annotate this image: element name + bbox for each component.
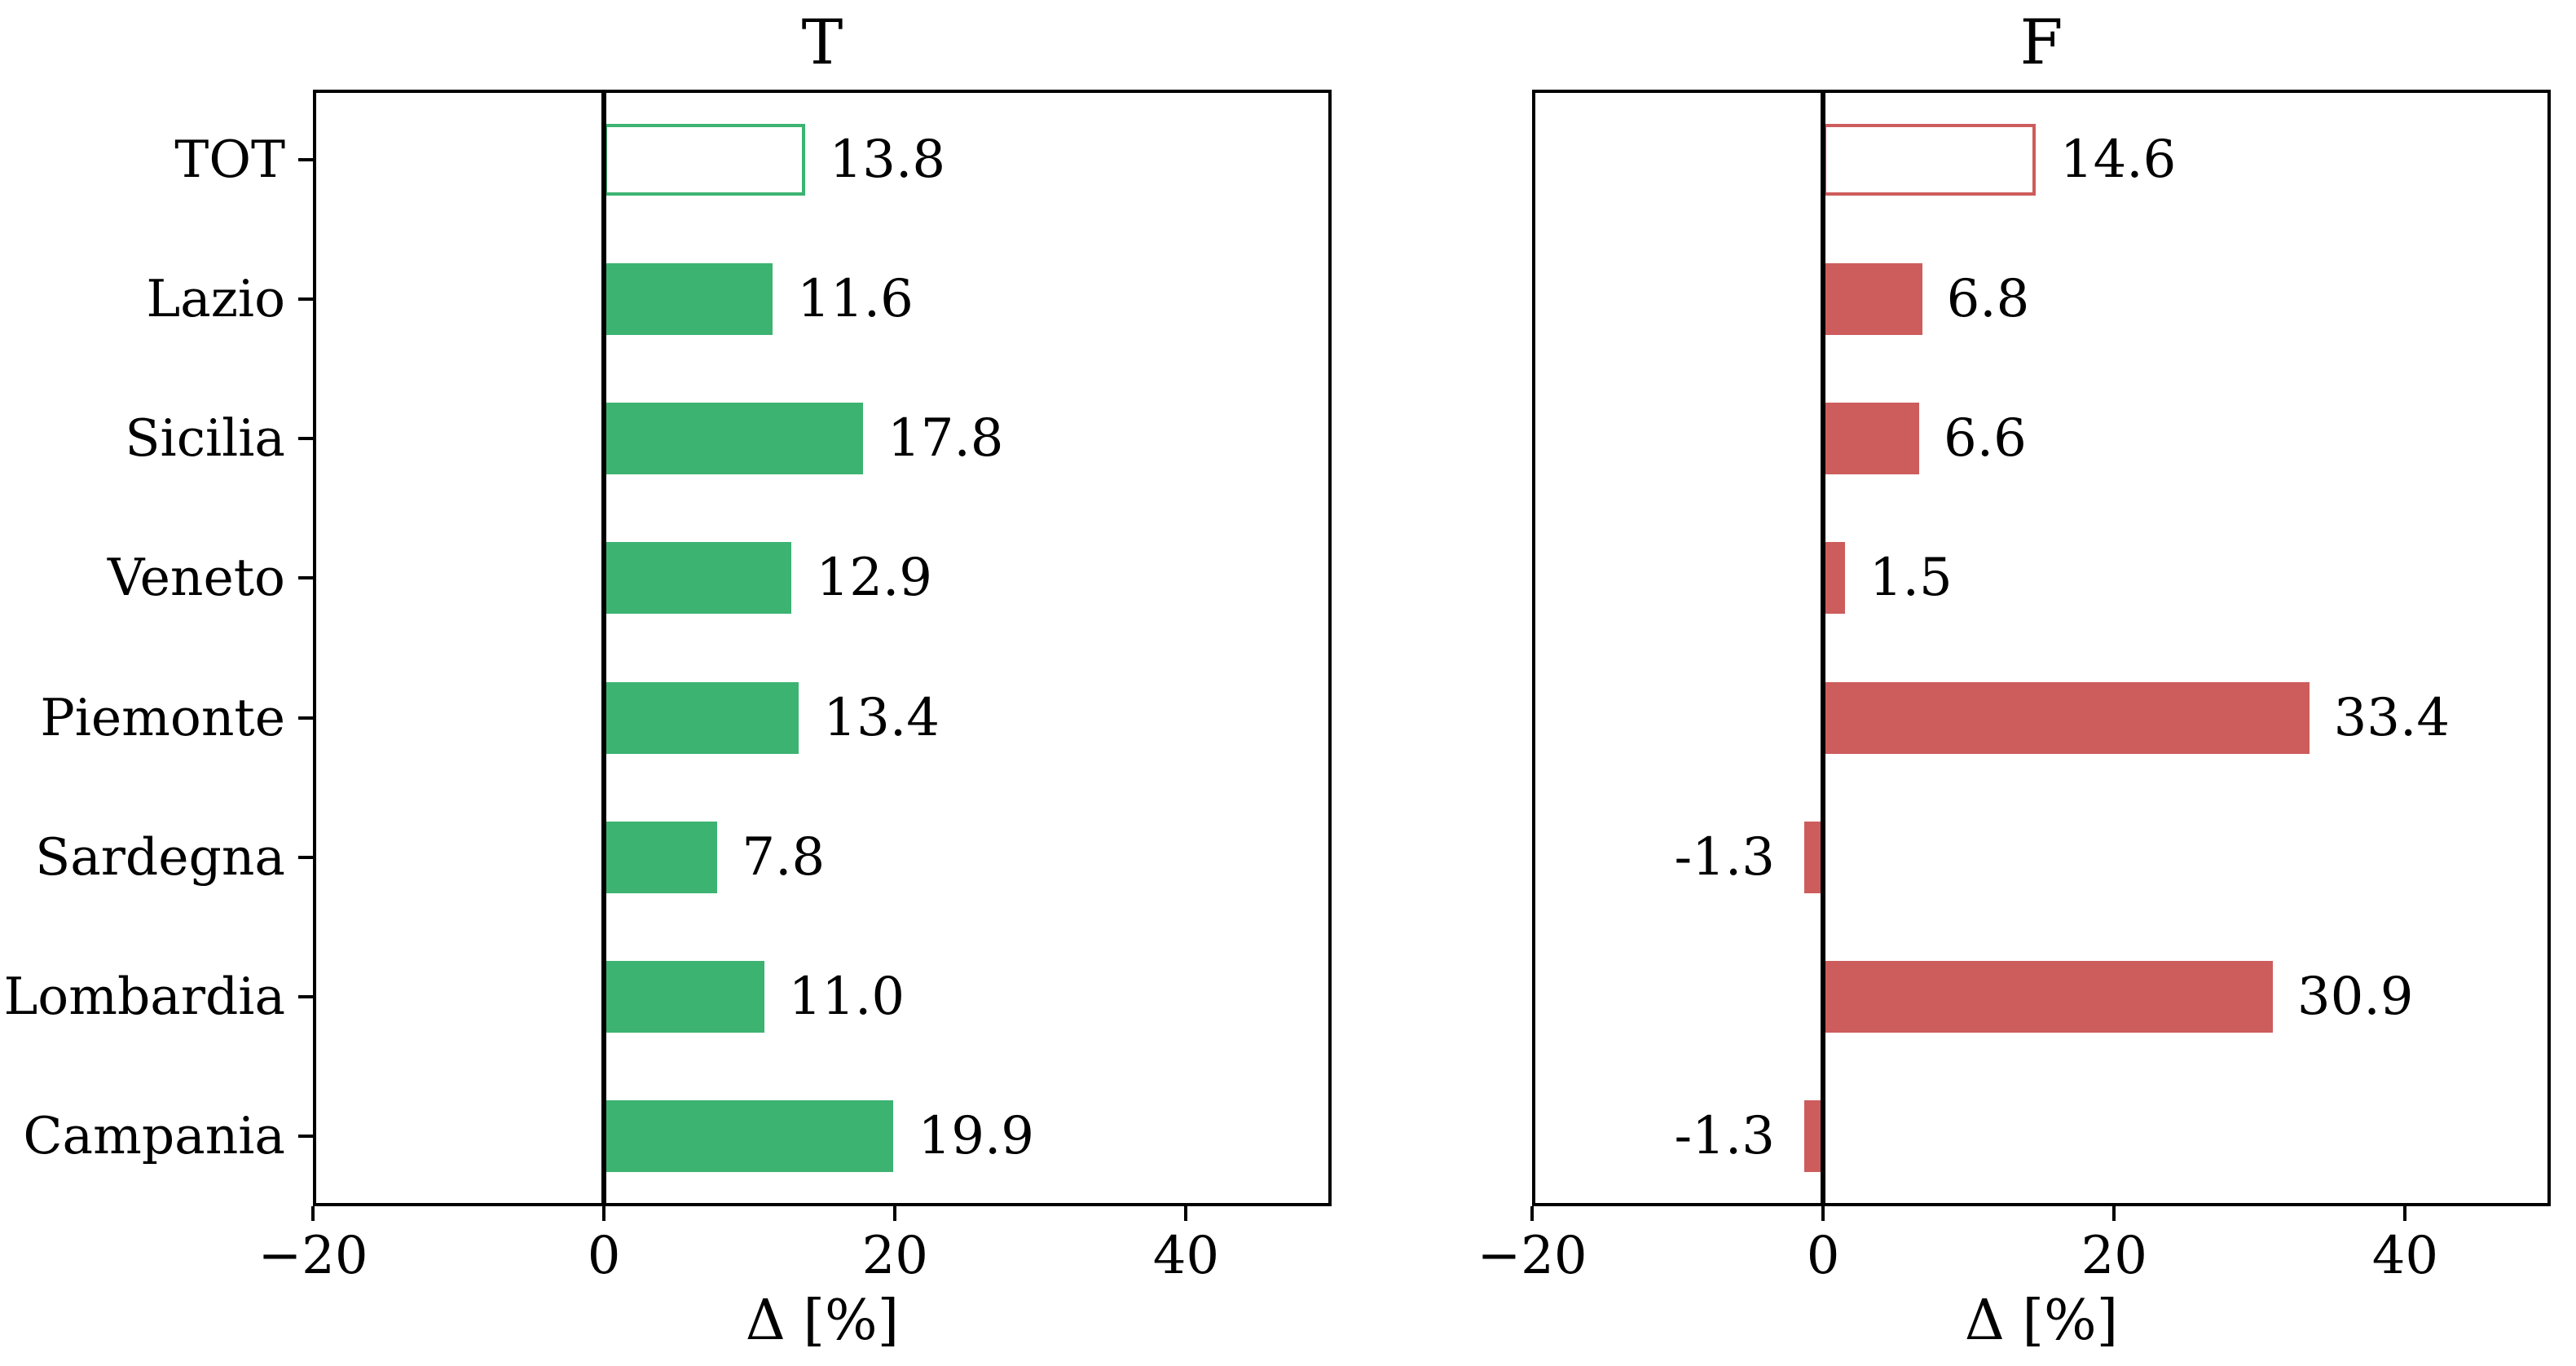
bar-value-label-F-Sardegna: -1.3	[1674, 826, 1775, 888]
x-tick-label-F-0: 0	[1806, 1226, 1840, 1286]
bar-T-Veneto	[604, 542, 792, 615]
x-tick-label-T-0: 0	[587, 1226, 621, 1286]
bar-T-Lombardia	[604, 961, 764, 1033]
x-tick-F-20	[2112, 1206, 2116, 1221]
bar-T-Campania	[604, 1100, 894, 1173]
x-tick-label-F-40: 40	[2371, 1226, 2439, 1286]
y-category-label-TOT: TOT	[174, 129, 285, 189]
bar-value-label-F-Lazio: 6.8	[1946, 268, 2030, 329]
x-tick-F-40	[2403, 1206, 2407, 1221]
x-axis-label-f: Δ [%]	[1964, 1289, 2119, 1353]
plot-area-f: 14.6 6.8 6.6 1.5 33.4 -1.3 30.9 -1.3	[1532, 90, 2551, 1206]
plot-frame-f	[1532, 90, 2551, 1206]
bar-F-Piemonte	[1823, 681, 2310, 754]
bar-F-Veneto	[1823, 542, 1845, 615]
x-tick-T--20	[311, 1206, 315, 1221]
x-tick-T-0	[602, 1206, 606, 1221]
bar-value-label-T-Veneto: 12.9	[816, 548, 933, 609]
bar-value-label-F-Lombardia: 30.9	[2296, 967, 2414, 1028]
bar-F-Lombardia	[1823, 961, 2273, 1033]
bar-T-TOT	[604, 123, 805, 196]
y-category-label-Lombardia: Lombardia	[3, 967, 285, 1027]
y-tick-Campania	[298, 1135, 313, 1139]
y-tick-Lazio	[298, 297, 313, 301]
plot-title-t: T	[801, 6, 843, 78]
y-category-label-Sicilia: Sicilia	[125, 408, 285, 469]
x-tick-label-F-20: 20	[2081, 1226, 2147, 1286]
bar-value-label-T-Lombardia: 11.0	[788, 967, 905, 1028]
x-tick-label-T-40: 40	[1152, 1226, 1220, 1286]
bar-value-label-F-TOT: 14.6	[2059, 129, 2177, 190]
bar-F-TOT	[1823, 123, 2036, 196]
bar-value-label-T-TOT: 13.8	[829, 129, 946, 190]
bar-value-label-F-Veneto: 1.5	[1869, 548, 1953, 609]
x-tick-T-20	[893, 1206, 897, 1221]
y-tick-Sardegna	[298, 855, 313, 859]
x-tick-F-0	[1821, 1206, 1825, 1221]
plot-frame-t	[313, 90, 1332, 1206]
panel-t: T 13.8 11.6 17.8 12.9 13.4 7.8 11.0 19.9 Δ [%] …	[258, 0, 1332, 1366]
bar-value-label-T-Sardegna: 7.8	[742, 826, 826, 888]
bar-F-Campania	[1803, 1100, 1824, 1173]
bar-value-label-T-Sicilia: 17.8	[887, 408, 1004, 469]
panel-f: F 14.6 6.8 6.6 1.5 33.4 -1.3 30.9 -1.3 Δ [%] −2…	[1477, 0, 2551, 1366]
x-tick-label-T--20: −20	[258, 1226, 368, 1286]
bar-F-Lazio	[1823, 262, 1922, 335]
bar-value-label-F-Piemonte: 33.4	[2333, 687, 2451, 748]
x-tick-T-40	[1184, 1206, 1188, 1221]
y-category-label-Sardegna: Sardegna	[35, 826, 285, 887]
y-tick-Lombardia	[298, 995, 313, 999]
plot-area-t: 13.8 11.6 17.8 12.9 13.4 7.8 11.0 19.9	[313, 90, 1332, 1206]
y-tick-Piemonte	[298, 716, 313, 720]
bar-F-Sicilia	[1823, 403, 1919, 475]
zero-axis-line	[1821, 90, 1826, 1206]
bar-value-label-T-Piemonte: 13.4	[823, 687, 940, 748]
y-tick-Sicilia	[298, 437, 313, 441]
x-tick-F--20	[1530, 1206, 1534, 1221]
bar-F-Sardegna	[1803, 821, 1824, 893]
y-category-label-Veneto: Veneto	[107, 548, 285, 608]
zero-axis-line	[601, 90, 607, 1206]
y-category-label-Piemonte: Piemonte	[40, 687, 285, 747]
y-category-label-Lazio: Lazio	[146, 268, 285, 328]
bar-value-label-T-Lazio: 11.6	[797, 268, 914, 329]
y-tick-TOT	[298, 157, 313, 161]
bar-T-Sicilia	[604, 403, 863, 475]
x-tick-label-F--20: −20	[1477, 1226, 1587, 1286]
bar-T-Lazio	[604, 262, 773, 335]
bar-T-Piemonte	[604, 681, 799, 754]
y-tick-Veneto	[298, 576, 313, 580]
y-category-label-Campania: Campania	[23, 1106, 285, 1166]
bar-T-Sardegna	[604, 821, 718, 893]
bar-value-label-T-Campania: 19.9	[918, 1106, 1035, 1167]
x-axis-label-t: Δ [%]	[745, 1289, 900, 1353]
plot-title-f: F	[2019, 6, 2063, 78]
bar-value-label-F-Campania: -1.3	[1674, 1106, 1775, 1167]
x-tick-label-T-20: 20	[861, 1226, 928, 1286]
bar-value-label-F-Sicilia: 6.6	[1944, 408, 2027, 469]
